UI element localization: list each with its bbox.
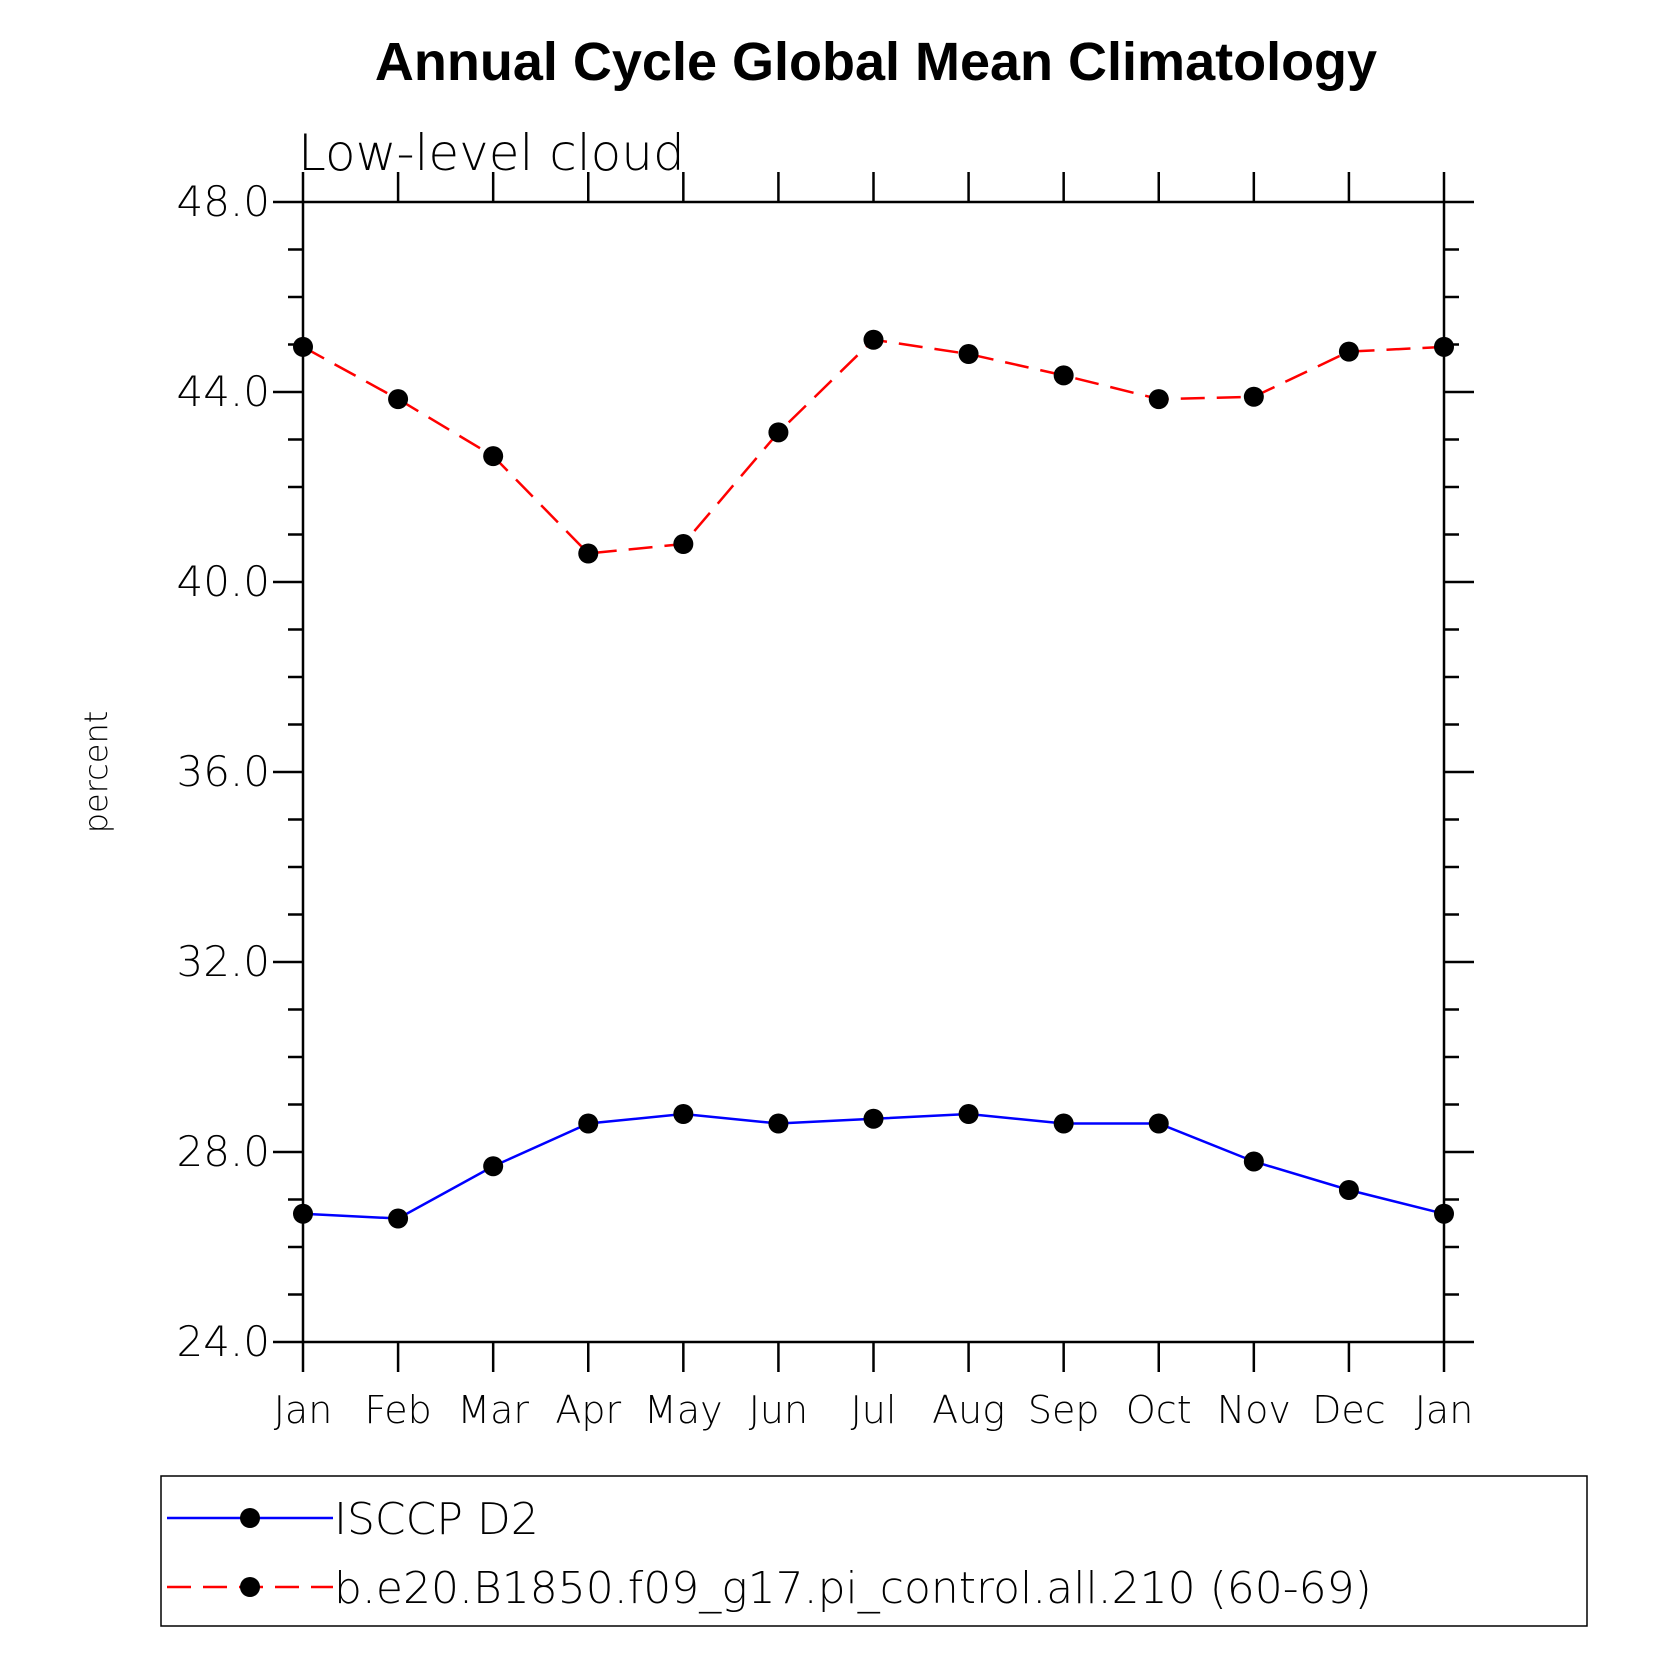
chart-title: Annual Cycle Global Mean Climatology [375, 32, 1377, 92]
data-point-series-1 [293, 336, 313, 357]
x-tick-label: Dec [1312, 1388, 1386, 1432]
y-tick-label: 48.0 [176, 177, 270, 226]
series-line-1 [302, 338, 1445, 555]
data-point-series-0 [673, 1104, 694, 1124]
x-tick-label: Nov [1217, 1388, 1291, 1432]
legend-swatch-model-marker [240, 1577, 260, 1597]
legend-swatch-isccp-marker [240, 1508, 260, 1528]
legend-box [160, 1475, 1588, 1627]
axes-layer: 24.0 28.0 32.0 36.0 40.0 44.0 48.0 Jan Feb Mar Apr… [176, 172, 1474, 1432]
x-tick-label: Mar [457, 1388, 529, 1432]
data-point-series-0 [958, 1104, 979, 1124]
x-tick-label: Jun [749, 1388, 808, 1432]
x-tick-label: Sep [1028, 1388, 1100, 1432]
y-tick-label: 36.0 [176, 747, 270, 796]
x-tick-label: Jan [274, 1388, 333, 1432]
data-point-series-1 [388, 389, 409, 410]
y-tick-label: 40.0 [176, 557, 270, 606]
legend-label-model: b.e20.B1850.f09_g17.pi_control.all.210 (… [334, 1563, 1372, 1614]
data-point-series-0 [578, 1113, 599, 1134]
series-line-0 [302, 1112, 1445, 1220]
x-tick-label: Feb [364, 1388, 431, 1432]
data-point-series-0 [388, 1208, 409, 1229]
y-tick-label: 24.0 [176, 1317, 270, 1366]
chart-subtitle: Low-level cloud [298, 124, 685, 182]
data-point-series-1 [1243, 386, 1264, 407]
x-tick-label: Oct [1126, 1388, 1192, 1432]
data-point-series-1 [1053, 365, 1074, 386]
data-point-series-0 [483, 1156, 504, 1177]
x-tick-label: Jan [1415, 1388, 1474, 1432]
data-point-series-1 [863, 329, 884, 350]
data-point-series-0 [1148, 1113, 1169, 1134]
data-point-series-1 [673, 534, 694, 554]
legend: ISCCP D2 b.e20.B1850.f09_g17.pi_control.… [160, 1475, 1588, 1627]
data-point-series-0 [1243, 1151, 1264, 1172]
data-point-series-0 [768, 1113, 789, 1134]
data-point-series-0 [293, 1203, 313, 1224]
legend-label-isccp: ISCCP D2 [334, 1494, 539, 1545]
y-tick-label: 32.0 [176, 937, 270, 986]
y-axis-label: percent [77, 711, 115, 834]
data-point-series-1 [1148, 389, 1169, 410]
data-point-series-1 [958, 344, 979, 364]
x-tick-label: Jul [851, 1388, 897, 1432]
data-point-series-0 [1053, 1113, 1074, 1134]
series-layer [293, 329, 1454, 1229]
data-point-series-0 [1338, 1180, 1359, 1200]
data-point-series-1 [1338, 341, 1359, 362]
data-point-series-1 [483, 446, 504, 467]
plot-frame [301, 200, 1446, 1344]
data-point-series-1 [768, 422, 789, 443]
y-tick-label: 28.0 [176, 1127, 270, 1176]
x-tick-label: Aug [932, 1388, 1005, 1432]
data-point-series-1 [1434, 336, 1454, 357]
data-point-series-0 [863, 1108, 884, 1129]
data-point-series-0 [1434, 1203, 1454, 1224]
data-point-series-1 [578, 543, 599, 564]
x-tick-label: May [644, 1388, 723, 1432]
y-tick-label: 44.0 [176, 367, 270, 416]
x-tick-label: Apr [555, 1388, 621, 1432]
